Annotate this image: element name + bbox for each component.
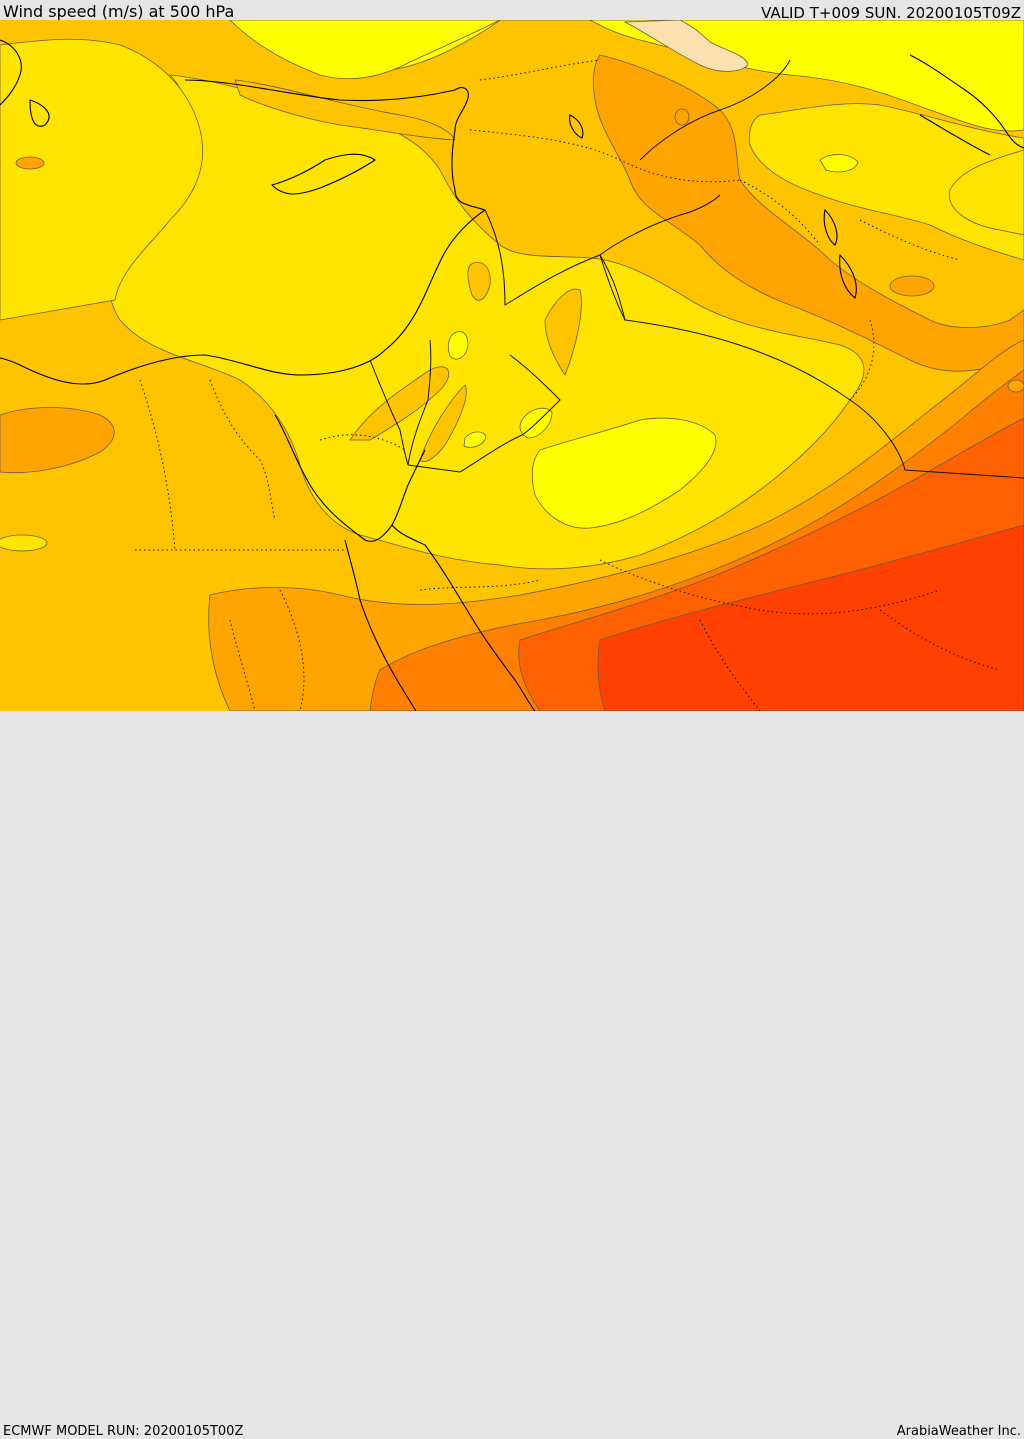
band-small-bright-a bbox=[447, 331, 469, 360]
model-run: ECMWF MODEL RUN: 20200105T00Z bbox=[3, 1424, 244, 1439]
border-jordan-west bbox=[407, 339, 432, 466]
border-dotted-a bbox=[135, 379, 345, 551]
border-dotted-f bbox=[319, 434, 541, 591]
band-south-7 bbox=[597, 524, 1024, 711]
coastline-aegean bbox=[0, 39, 50, 127]
border-dotted-c bbox=[739, 179, 961, 401]
band-dot-d bbox=[1007, 379, 1024, 393]
border-iraq-syria bbox=[484, 209, 626, 321]
border-dotted-e bbox=[229, 589, 305, 711]
band-orange-streak-a bbox=[349, 366, 450, 441]
border-dotted-b bbox=[469, 59, 741, 183]
header-bar: Wind speed (m/s) at 500 hPa VALID T+009 … bbox=[0, 0, 1024, 22]
band-central-bright bbox=[531, 417, 717, 529]
band-dot-b bbox=[15, 156, 45, 170]
coastline-sinai bbox=[274, 414, 426, 542]
band-anatolia bbox=[0, 38, 204, 321]
band-dot-c bbox=[889, 275, 935, 297]
map-title: Wind speed (m/s) at 500 hPa bbox=[3, 2, 235, 21]
band-ne-yellow bbox=[749, 103, 1024, 261]
band-orange-streak-b bbox=[419, 384, 467, 462]
band-dot-e bbox=[0, 534, 48, 552]
coastline-levant bbox=[0, 209, 486, 385]
band-dot-a bbox=[674, 108, 690, 126]
band-small-bright-d bbox=[819, 154, 859, 173]
coastline-gulf bbox=[569, 114, 857, 299]
coastline-anatolia bbox=[184, 79, 486, 211]
band-east-light bbox=[949, 149, 1024, 236]
valid-time: VALID T+009 SUN. 20200105T09Z bbox=[761, 4, 1021, 22]
band-orange-streak-c bbox=[544, 288, 582, 376]
footer-bar: ECMWF MODEL RUN: 20200105T00Z ArabiaWeat… bbox=[0, 711, 1024, 1439]
border-sinai bbox=[407, 434, 523, 473]
border-dotted-d bbox=[599, 559, 1001, 711]
coastline-red-sea bbox=[344, 524, 536, 711]
border-egypt-libya bbox=[369, 359, 409, 466]
band-small-bright-b bbox=[463, 431, 487, 448]
border-saudi-jordan bbox=[509, 254, 1024, 479]
band-orange-streak-d bbox=[467, 261, 491, 301]
band-calm bbox=[623, 20, 749, 72]
band-west-orange bbox=[0, 407, 115, 474]
wind-speed-map bbox=[0, 20, 1024, 711]
border-iraq-east bbox=[599, 59, 791, 256]
coastline-east bbox=[909, 54, 1024, 156]
band-north-yellow-west bbox=[229, 20, 501, 80]
brand-label: ArabiaWeather Inc. bbox=[896, 1424, 1021, 1439]
